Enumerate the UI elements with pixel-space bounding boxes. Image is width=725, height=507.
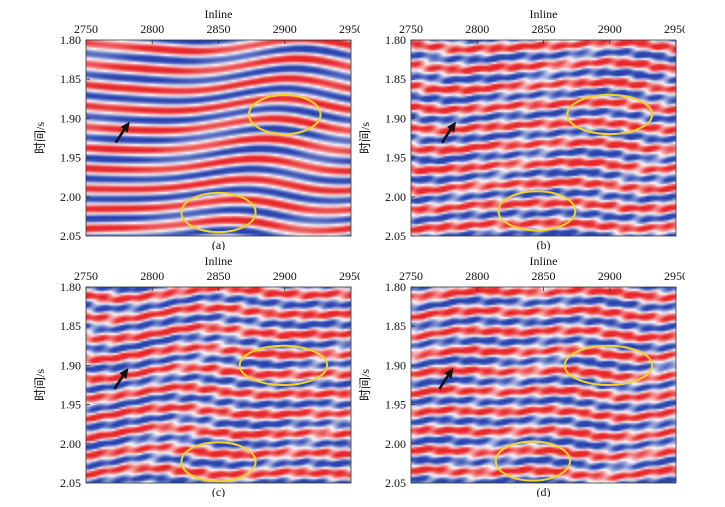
y-axis-title: 时间/s bbox=[358, 122, 372, 154]
y-tick-label: 1.95 bbox=[60, 398, 81, 412]
y-axis-title: 时间/s bbox=[358, 369, 372, 401]
highlight-ellipse bbox=[566, 93, 654, 136]
y-tick-label: 2.05 bbox=[60, 476, 81, 490]
highlight-ellipse bbox=[180, 191, 257, 234]
highlight-ellipse bbox=[494, 440, 571, 482]
x-tick-label: 2750 bbox=[399, 269, 423, 283]
x-tick-label: 2850 bbox=[207, 269, 231, 283]
highlight-ellipse bbox=[497, 190, 577, 232]
panel-caption: (c) bbox=[212, 485, 225, 497]
y-tick-label: 1.80 bbox=[60, 280, 81, 294]
arrow-marker bbox=[438, 367, 454, 390]
panel-svg: Inline 2750 2800 2850 2900 2950 1.80 1.85 1.90 1.… bbox=[358, 7, 688, 252]
highlight-ellipse bbox=[180, 441, 257, 483]
x-axis-title: Inline bbox=[205, 254, 233, 268]
seismic-section-image bbox=[411, 40, 676, 236]
panel-svg: Inline 2750 2800 2850 2900 2950 1.80 1.85 1.90 1.… bbox=[33, 254, 363, 499]
y-tick-label: 2.00 bbox=[385, 190, 406, 204]
x-tick-label: 2800 bbox=[140, 22, 164, 36]
highlight-ellipse bbox=[247, 93, 322, 136]
seismic-panel-d: Inline 2750 2800 2850 2900 2950 1.80 1.85 1.90 1.… bbox=[355, 249, 688, 499]
x-tick-label: 2900 bbox=[273, 22, 297, 36]
y-tick-label: 1.80 bbox=[60, 33, 81, 47]
panel-caption: (b) bbox=[537, 238, 551, 250]
y-tick-label: 1.95 bbox=[385, 398, 406, 412]
seismic-panel-c: Inline 2750 2800 2850 2900 2950 1.80 1.85 1.90 1.… bbox=[30, 249, 363, 499]
x-tick-label: 2950 bbox=[339, 269, 360, 283]
y-tick-label: 1.90 bbox=[60, 358, 81, 372]
y-tick-label: 1.80 bbox=[385, 33, 406, 47]
x-axis-title: Inline bbox=[530, 7, 558, 21]
highlight-ellipse bbox=[563, 344, 654, 387]
x-axis-title: Inline bbox=[530, 254, 558, 268]
y-tick-label: 2.00 bbox=[60, 190, 81, 204]
x-tick-label: 2800 bbox=[465, 269, 489, 283]
highlight-ellipse bbox=[238, 344, 329, 387]
y-tick-label: 1.95 bbox=[385, 151, 406, 165]
seismic-section-image bbox=[86, 40, 351, 236]
seismic-section-image bbox=[411, 287, 676, 483]
panel-caption: (a) bbox=[212, 238, 225, 250]
y-tick-label: 1.95 bbox=[60, 151, 81, 165]
x-tick-label: 2750 bbox=[399, 22, 423, 36]
y-tick-label: 2.00 bbox=[60, 437, 81, 451]
panel-caption: (d) bbox=[537, 485, 551, 497]
y-axis-title: 时间/s bbox=[33, 122, 47, 154]
x-tick-label: 2950 bbox=[664, 22, 685, 36]
panel-svg: Inline 2750 2800 2850 2900 2950 1.80 1.85 1.90 1.… bbox=[33, 7, 363, 252]
x-tick-label: 2850 bbox=[207, 22, 231, 36]
arrow-marker bbox=[441, 121, 457, 144]
y-tick-label: 1.90 bbox=[385, 358, 406, 372]
seismic-panel-b: Inline 2750 2800 2850 2900 2950 1.80 1.85 1.90 1.… bbox=[355, 2, 688, 252]
x-tick-label: 2950 bbox=[664, 269, 685, 283]
x-tick-label: 2900 bbox=[273, 269, 297, 283]
y-tick-label: 1.85 bbox=[385, 319, 406, 333]
y-tick-label: 1.80 bbox=[385, 280, 406, 294]
x-tick-label: 2900 bbox=[598, 269, 622, 283]
panel-svg: Inline 2750 2800 2850 2900 2950 1.80 1.85 1.90 1.… bbox=[358, 254, 688, 499]
y-tick-label: 1.85 bbox=[60, 72, 81, 86]
arrow-marker bbox=[114, 121, 130, 144]
x-tick-label: 2800 bbox=[465, 22, 489, 36]
y-tick-label: 1.90 bbox=[385, 111, 406, 125]
y-tick-label: 2.05 bbox=[385, 229, 406, 243]
x-tick-label: 2750 bbox=[74, 269, 98, 283]
x-tick-label: 2750 bbox=[74, 22, 98, 36]
x-tick-label: 2950 bbox=[339, 22, 360, 36]
seismic-section-image bbox=[86, 287, 351, 483]
y-axis-title: 时间/s bbox=[33, 369, 47, 401]
y-tick-label: 2.05 bbox=[385, 476, 406, 490]
y-tick-label: 1.85 bbox=[60, 319, 81, 333]
y-tick-label: 2.05 bbox=[60, 229, 81, 243]
y-tick-label: 1.85 bbox=[385, 72, 406, 86]
x-tick-label: 2850 bbox=[532, 22, 556, 36]
x-tick-label: 2850 bbox=[532, 269, 556, 283]
y-tick-label: 1.90 bbox=[60, 111, 81, 125]
x-tick-label: 2900 bbox=[598, 22, 622, 36]
seismic-panel-a: Inline 2750 2800 2850 2900 2950 1.80 1.85 1.90 1.… bbox=[30, 2, 363, 252]
x-axis-title: Inline bbox=[205, 7, 233, 21]
arrow-marker bbox=[113, 367, 129, 390]
y-tick-label: 2.00 bbox=[385, 437, 406, 451]
x-tick-label: 2800 bbox=[140, 269, 164, 283]
